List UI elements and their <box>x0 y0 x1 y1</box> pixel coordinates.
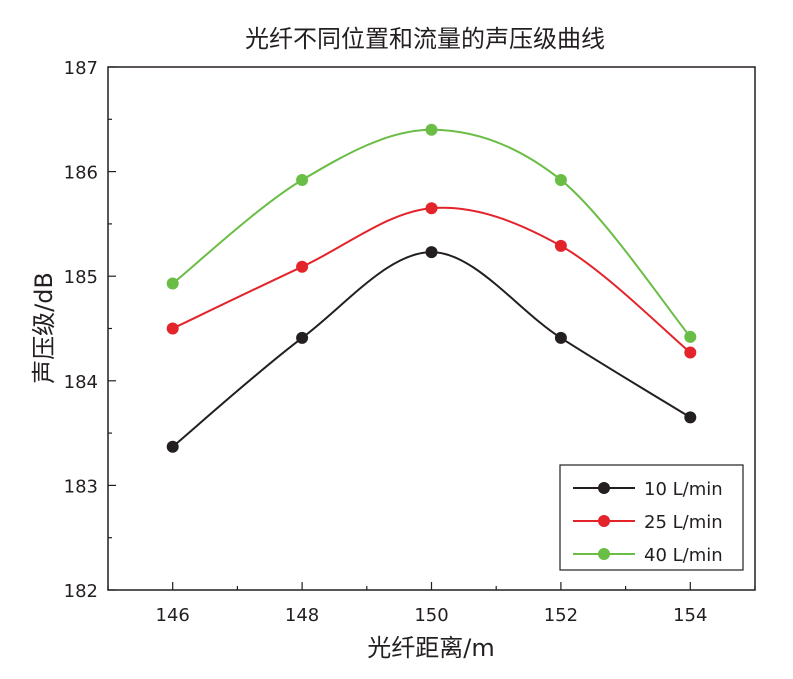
data-point <box>166 277 179 290</box>
series-line-0 <box>172 251 691 448</box>
data-point <box>296 260 309 273</box>
series-line-1 <box>172 206 691 354</box>
legend-marker <box>598 548 610 560</box>
data-point <box>296 331 309 344</box>
legend-label: 10 L/min <box>644 479 723 500</box>
plot-frame <box>107 66 756 591</box>
data-point <box>425 246 438 259</box>
legend: 10 L/min 25 L/min 40 L/min <box>559 464 744 571</box>
legend-marker <box>598 515 610 527</box>
x-tick-label: 146 <box>156 605 190 626</box>
x-tick-label: 152 <box>544 605 578 626</box>
legend-label: 25 L/min <box>644 512 723 533</box>
legend-box <box>559 464 744 571</box>
y-tick-label: 182 <box>64 581 98 602</box>
data-point <box>684 411 697 424</box>
x-tick-label: 148 <box>285 605 319 626</box>
y-tick-label: 186 <box>64 163 98 184</box>
chart-title: 光纤不同位置和流量的声压级曲线 <box>245 25 605 53</box>
legend-label: 40 L/min <box>644 545 723 566</box>
y-tick-label: 185 <box>64 267 98 288</box>
data-point <box>684 346 697 359</box>
y-tick-label: 183 <box>64 476 98 497</box>
y-tick-label: 187 <box>64 58 98 79</box>
data-point <box>554 173 567 186</box>
y-tick-label: 184 <box>64 372 98 393</box>
data-point <box>684 330 697 343</box>
x-axis-label: 光纤距离/m <box>367 634 494 662</box>
y-axis-label: 声压级/dB <box>30 272 58 384</box>
legend-marker <box>598 482 610 494</box>
data-point <box>166 322 179 335</box>
data-point <box>296 173 309 186</box>
data-point <box>425 123 438 136</box>
data-point <box>554 331 567 344</box>
data-point <box>554 239 567 252</box>
series-line-2 <box>172 128 692 338</box>
data-point <box>425 202 438 215</box>
data-point <box>166 440 179 453</box>
x-tick-label: 150 <box>414 605 448 626</box>
x-tick-label: 154 <box>673 605 707 626</box>
